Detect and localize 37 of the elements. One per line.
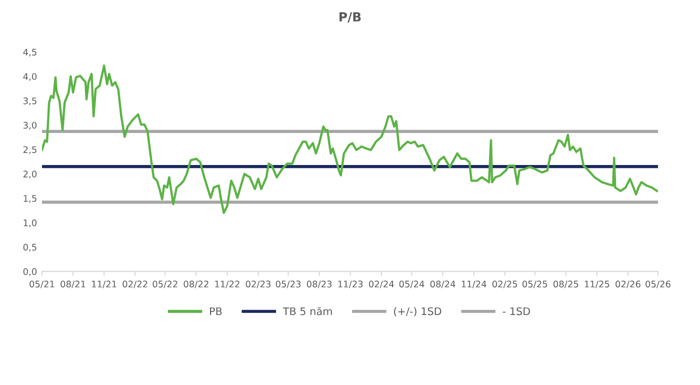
x-tick-label: 05/25 (522, 280, 548, 288)
line-series (42, 64, 658, 214)
x-tick-label: 05/24 (399, 280, 424, 288)
y-tick-label: 2,0 (23, 170, 37, 178)
legend-label: TB 5 năm (282, 307, 332, 316)
legend-label: - 1SD (502, 307, 530, 316)
y-tick-label: 0,5 (23, 244, 36, 252)
x-tick-label: 11/21 (92, 280, 116, 288)
y-tick-label: 1,5 (24, 195, 36, 203)
x-tick-label: 05/26 (646, 280, 670, 288)
x-tick-label: 05/21 (30, 280, 54, 288)
x-tick-label: 08/21 (60, 280, 86, 288)
x-tick-label: 02/23 (246, 280, 271, 288)
x-tick-label: 02/25 (492, 280, 518, 288)
legend-label: PB (210, 307, 222, 316)
x-tick-label: 11/23 (338, 280, 363, 288)
legend-label: (+/-) 1SD (394, 307, 442, 316)
y-tick-label: 4,0 (23, 73, 37, 81)
x-tick-label: 11/25 (584, 280, 610, 288)
chart-title: P/B (340, 12, 361, 23)
x-tick-label: 08/22 (184, 280, 208, 288)
x-tick-label: 08/25 (553, 280, 578, 288)
x-tick-label: 08/23 (306, 280, 332, 288)
x-tick-label: 02/22 (122, 280, 148, 288)
y-tick-label: 0,0 (23, 268, 37, 276)
x-tick-label: 05/22 (152, 280, 178, 288)
x-tick-label: 08/24 (430, 280, 456, 288)
x-tick-label: 02/24 (368, 280, 394, 288)
y-tick-label: 2,5 (23, 146, 36, 154)
y-tick-label: 4,5 (23, 48, 36, 56)
y-tick-label: 3,0 (23, 122, 37, 130)
x-tick-label: 11/24 (462, 280, 486, 288)
y-tick-label: 3,5 (23, 97, 36, 106)
x-tick-label: 02/26 (616, 280, 640, 288)
y-tick-label: 1,0 (24, 219, 37, 228)
x-tick-label: 11/22 (215, 280, 240, 288)
x-tick-label: 05/23 (276, 280, 301, 288)
